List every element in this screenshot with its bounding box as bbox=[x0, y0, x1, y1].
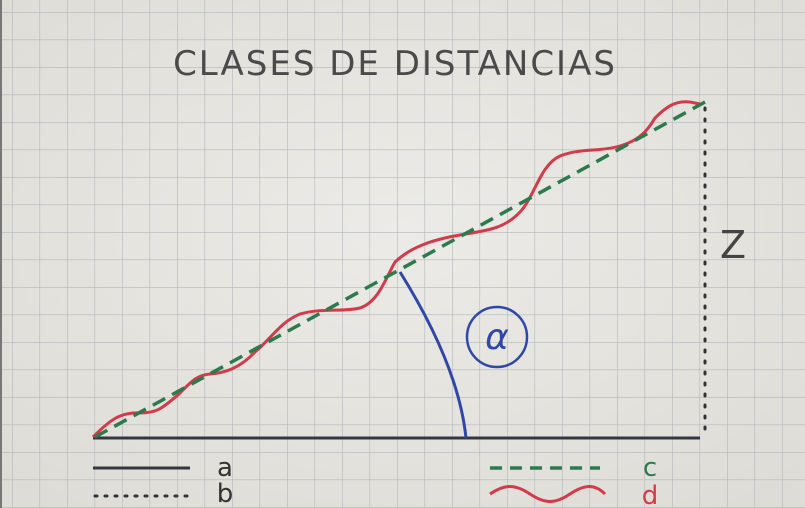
legend-c-label: c bbox=[643, 453, 657, 483]
title: CLASES DE DISTANCIAS bbox=[173, 44, 617, 84]
legend-b-label: b bbox=[217, 479, 234, 508]
page: CLASES DE DISTANCIAS α Z a b c d (() => … bbox=[0, 0, 805, 508]
legend-d-label: d bbox=[642, 481, 659, 508]
alpha-label: α bbox=[485, 317, 509, 358]
z-label: Z bbox=[720, 223, 746, 267]
diagram: CLASES DE DISTANCIAS α Z a b c d bbox=[0, 0, 805, 508]
